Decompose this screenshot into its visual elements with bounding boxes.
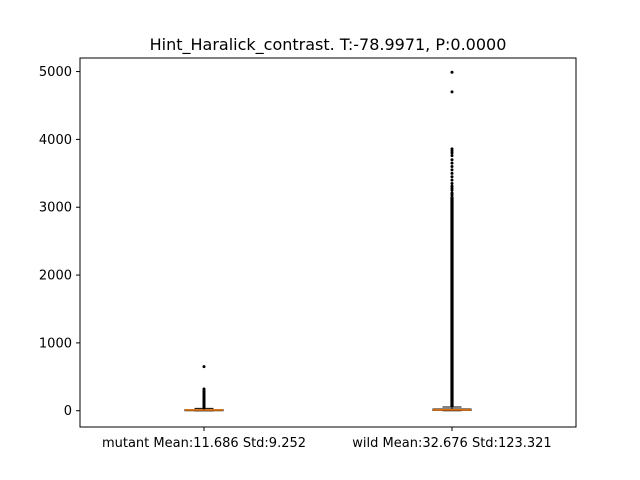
outlier-point — [450, 181, 454, 185]
outlier-point — [450, 168, 454, 172]
outlier-point — [450, 147, 454, 151]
plot-area-frame — [79, 57, 577, 428]
outlier-point — [450, 70, 454, 74]
y-tick-label: 2000 — [39, 269, 72, 284]
y-tick-label: 1000 — [39, 336, 72, 351]
y-tick-label: 3000 — [39, 201, 72, 216]
outlier-point — [450, 158, 454, 162]
y-tick-label: 4000 — [39, 133, 72, 148]
box-group — [184, 365, 224, 412]
outlier-point — [450, 165, 454, 169]
y-tick-label: 5000 — [39, 65, 72, 80]
outlier-point — [450, 184, 454, 188]
box-group — [432, 70, 472, 412]
x-tick-label: wild Mean:32.676 Std:123.321 — [352, 436, 551, 451]
chart-title: Hint_Haralick_contrast. T:-78.9971, P:0.… — [150, 35, 507, 55]
outlier-point — [450, 90, 454, 94]
x-tick-label: mutant Mean:11.686 Std:9.252 — [102, 436, 306, 451]
box-series — [184, 70, 472, 412]
outlier-point — [450, 171, 454, 175]
outlier-point — [450, 175, 454, 179]
outlier-point — [202, 387, 206, 391]
x-axis: mutant Mean:11.686 Std:9.252 wild Mean:32… — [102, 427, 552, 451]
outlier-point — [450, 191, 454, 195]
outlier-point — [202, 365, 206, 369]
y-axis: 0 1000 2000 3000 4000 5000 — [39, 65, 80, 419]
outlier-point — [450, 178, 454, 182]
outlier-point — [450, 154, 454, 158]
outlier-point — [450, 161, 454, 165]
outlier-cluster — [450, 197, 454, 407]
y-tick-label: 0 — [64, 404, 72, 419]
